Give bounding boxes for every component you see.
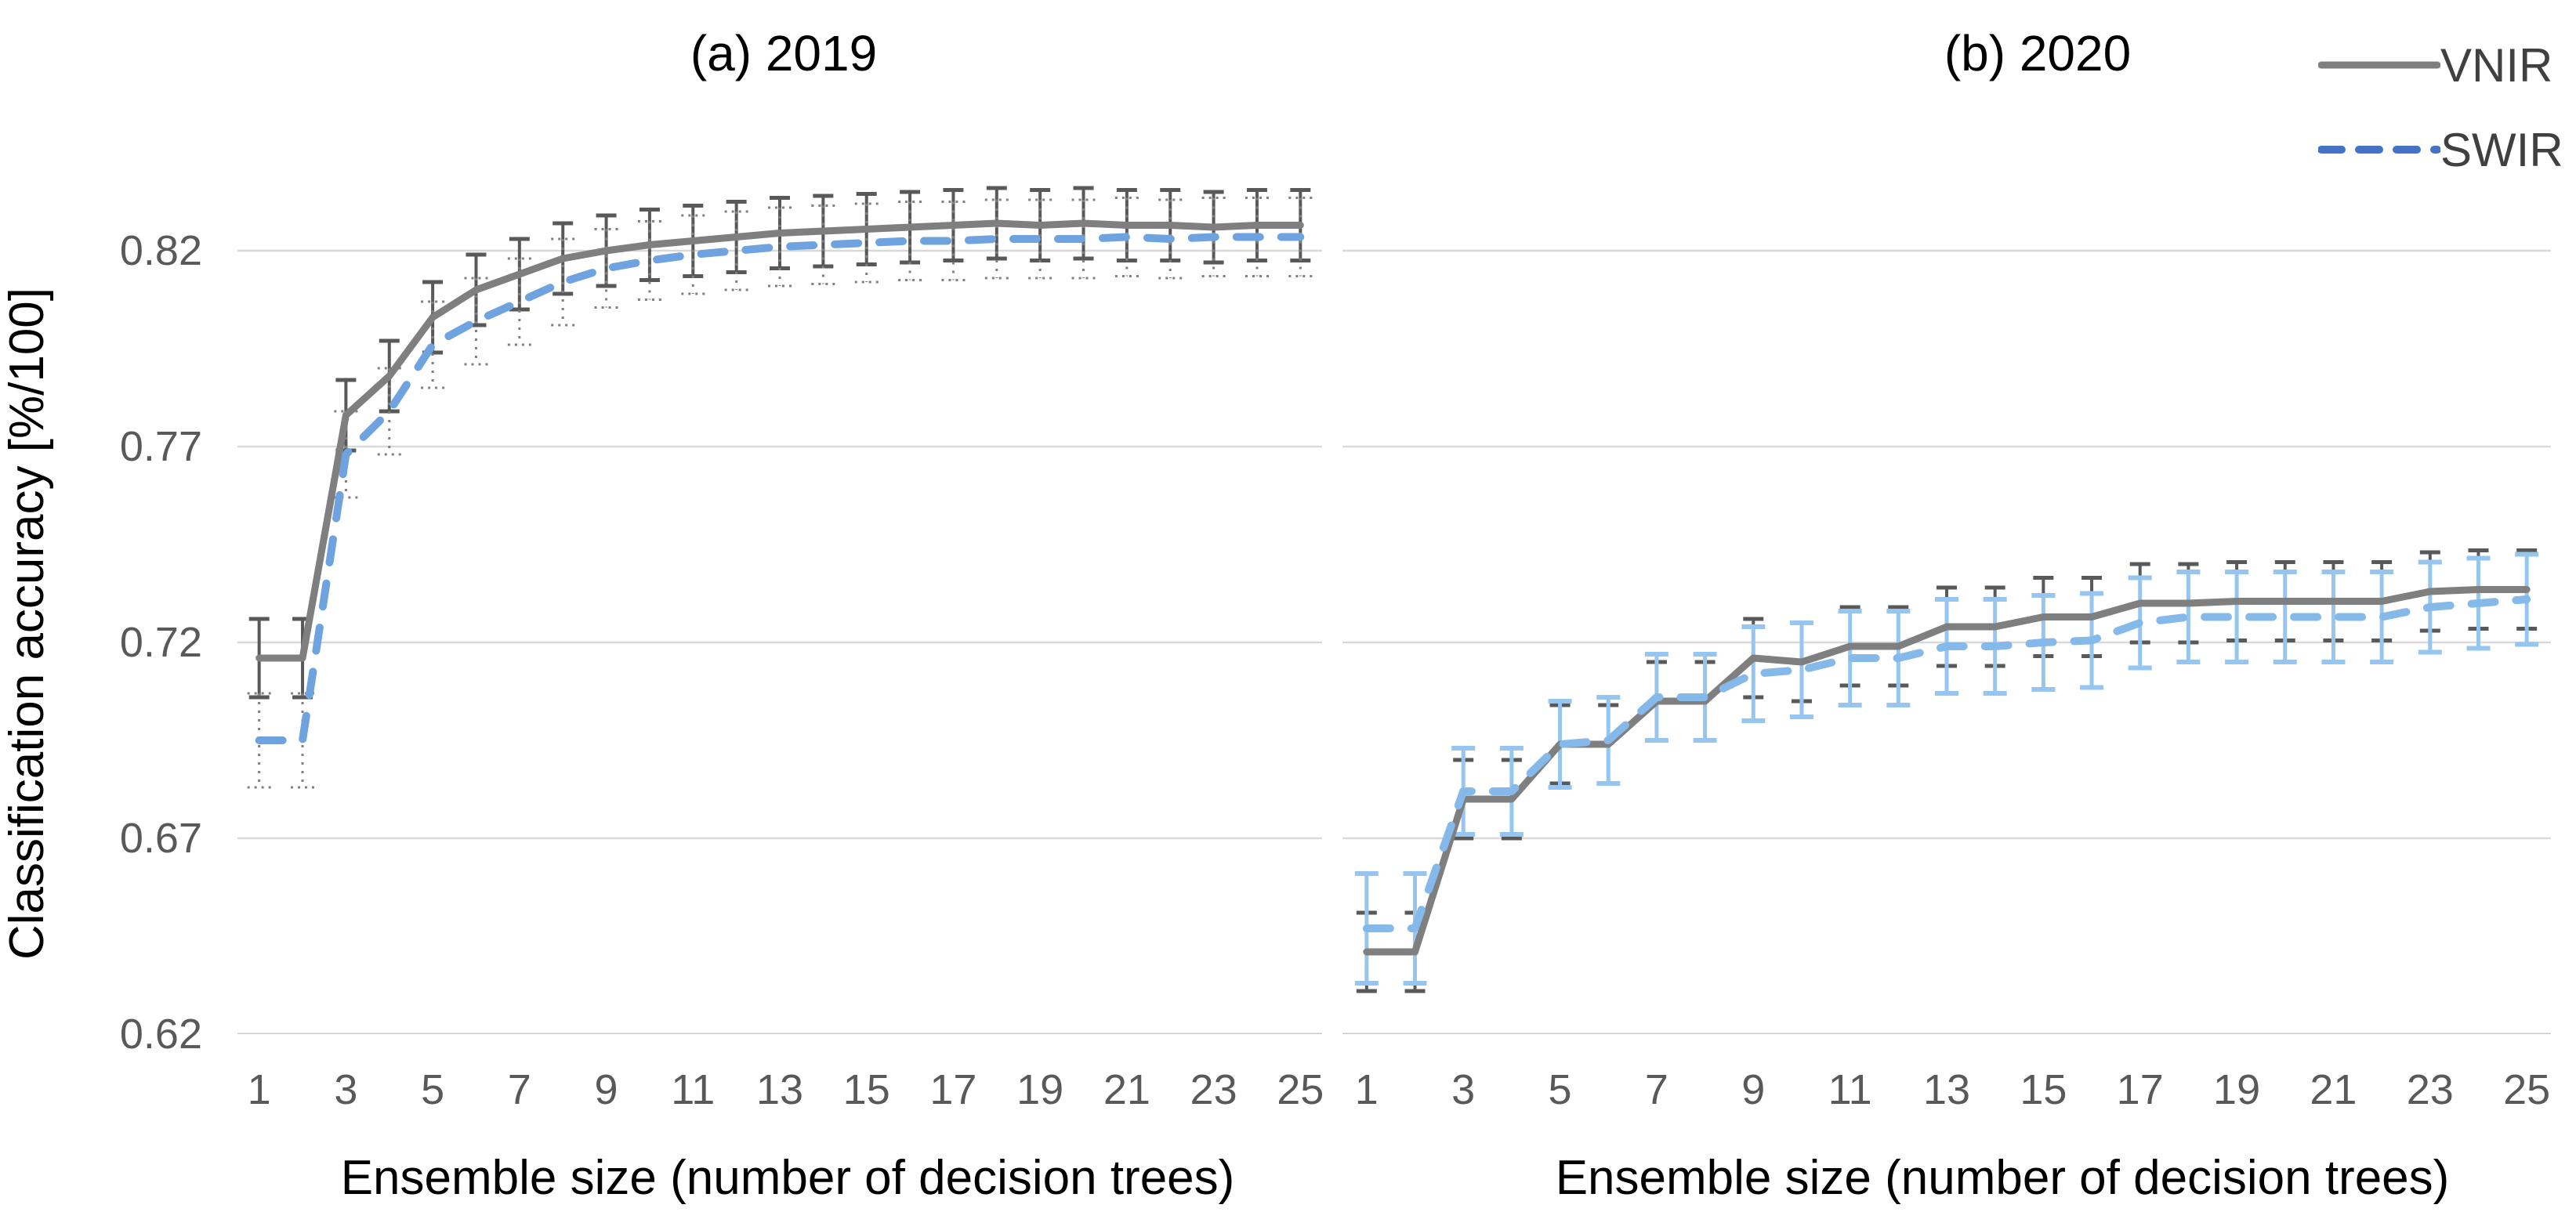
x-tick-label: 23 [2406,1066,2454,1113]
x-tick-label: 21 [2310,1066,2357,1113]
x-axis-title-2020: Ensemble size (number of decision trees) [1555,1151,2450,1205]
x-tick-label: 3 [1451,1066,1476,1113]
x-tick-label: 3 [334,1066,358,1113]
chart-canvas-2020 [1342,249,2551,1034]
swir-line-sample-icon [2317,116,2441,183]
x-tick-label: 9 [594,1066,618,1113]
panel-title-2019: (a) 2019 [690,25,878,81]
x-tick-label: 15 [842,1066,890,1113]
x-tick-label: 11 [671,1066,716,1113]
x-tick-label: 1 [1354,1066,1379,1113]
x-tick-label: 25 [1277,1066,1324,1113]
legend-item-swir: SWIR [2317,116,2573,183]
x-tick-label: 15 [2020,1066,2067,1113]
legend-label-swir: SWIR [2440,123,2563,176]
x-axis-title-2019: Ensemble size (number of decision trees) [340,1151,1235,1205]
vnir-line-sample-icon [2317,31,2441,99]
y-tick-label: 0.67 [119,815,202,862]
x-tick-label: 1 [247,1066,271,1113]
x-tick-label: 25 [2503,1066,2551,1113]
x-tick-label: 7 [507,1066,531,1113]
legend: VNIR SWIR [2317,31,2573,201]
x-tick-label: 17 [2116,1066,2164,1113]
x-tick-label: 5 [421,1066,445,1113]
panel-title-2020: (b) 2020 [1944,25,2132,81]
x-tick-label: 7 [1644,1066,1668,1113]
x-tick-label: 5 [1548,1066,1572,1113]
legend-label-vnir: VNIR [2440,38,2553,92]
y-tick-label: 0.72 [119,619,202,666]
legend-item-vnir: VNIR [2317,31,2573,99]
x-tick-label: 13 [755,1066,804,1113]
y-tick-label: 0.62 [119,1011,202,1058]
x-tick-label: 19 [1016,1066,1064,1113]
y-tick-label: 0.82 [119,227,202,274]
x-tick-label: 11 [1828,1066,1872,1113]
chart-canvas-2019 [237,186,1322,1034]
x-tick-label: 9 [1741,1066,1766,1113]
x-tick-label: 13 [1922,1066,1971,1113]
x-tick-label: 17 [929,1066,977,1113]
x-tick-label: 19 [2213,1066,2261,1113]
x-tick-label: 21 [1103,1066,1150,1113]
x-tick-label: 23 [1190,1066,1237,1113]
y-tick-label: 0.77 [119,423,202,470]
